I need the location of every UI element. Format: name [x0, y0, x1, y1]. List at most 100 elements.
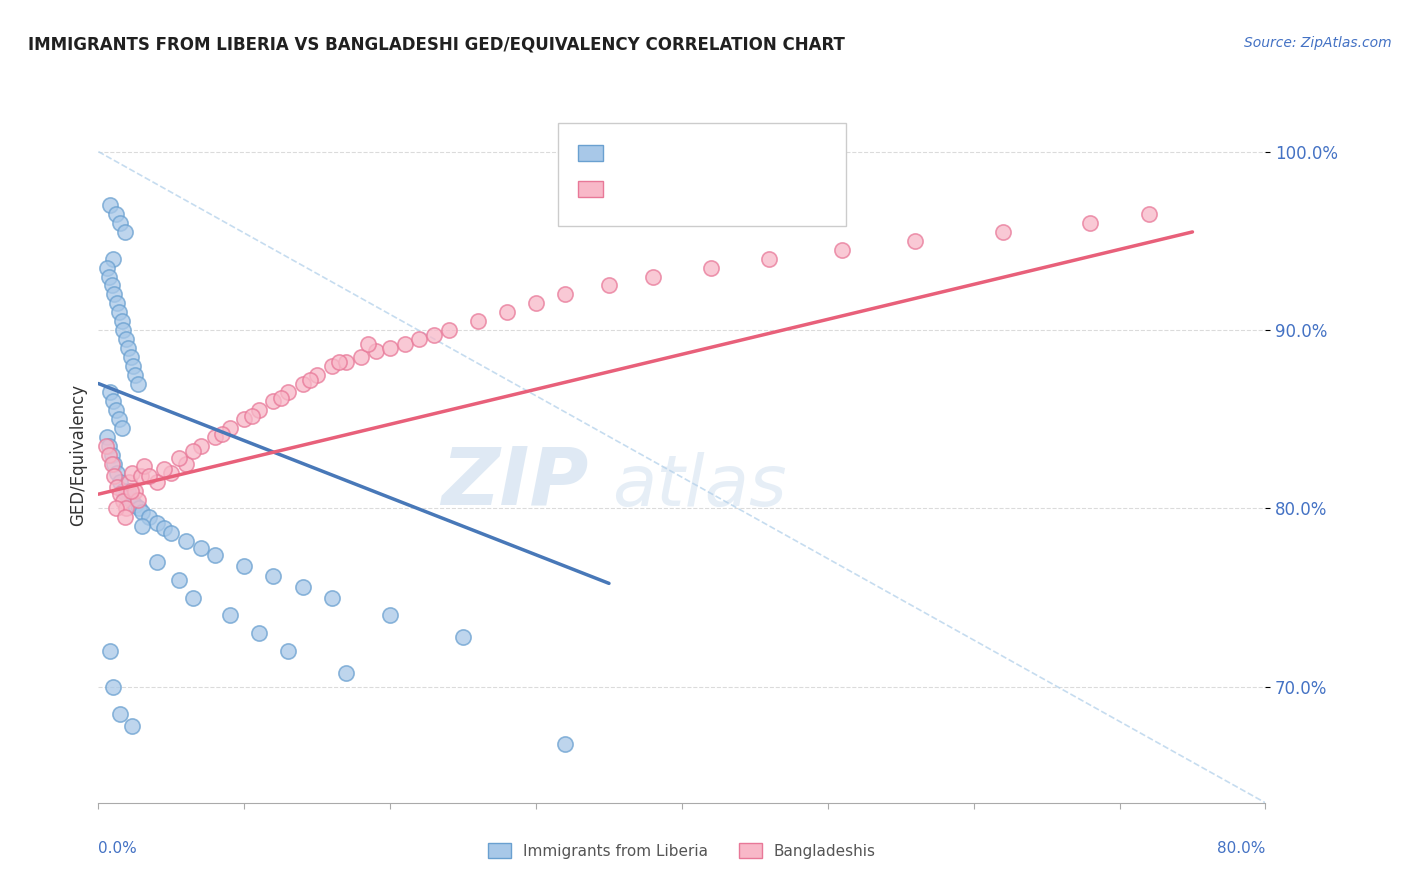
Point	[115, 332, 138, 346]
Point	[408, 332, 430, 346]
Point	[100, 448, 122, 462]
Point	[118, 475, 141, 489]
Point	[124, 368, 146, 382]
Point	[105, 466, 128, 480]
Text: 0.248: 0.248	[647, 179, 706, 197]
Point	[101, 394, 124, 409]
Point	[298, 373, 321, 387]
Text: Source: ZipAtlas.com: Source: ZipAtlas.com	[1244, 36, 1392, 50]
Text: IMMIGRANTS FROM LIBERIA VS BANGLADESHI GED/EQUIVALENCY CORRELATION CHART: IMMIGRANTS FROM LIBERIA VS BANGLADESHI G…	[28, 36, 845, 54]
Point	[103, 457, 125, 471]
Point	[167, 573, 190, 587]
Point	[262, 394, 284, 409]
Point	[112, 323, 135, 337]
Point	[146, 555, 169, 569]
Point	[394, 337, 416, 351]
Point	[700, 260, 723, 275]
Point	[131, 505, 153, 519]
Point	[105, 296, 128, 310]
Point	[204, 548, 226, 562]
Point	[1080, 216, 1102, 230]
Legend: Immigrants from Liberia, Bangladeshis: Immigrants from Liberia, Bangladeshis	[482, 837, 882, 864]
Point	[270, 391, 292, 405]
Point	[211, 426, 233, 441]
Point	[146, 516, 169, 530]
Text: atlas: atlas	[612, 451, 786, 521]
Point	[181, 444, 204, 458]
Point	[128, 501, 150, 516]
Text: 0.0%: 0.0%	[98, 841, 138, 856]
Text: 62: 62	[754, 179, 776, 197]
Point	[247, 626, 270, 640]
Point	[496, 305, 519, 319]
Point	[146, 475, 169, 489]
Point	[554, 287, 576, 301]
Point	[321, 359, 343, 373]
Point	[335, 665, 357, 680]
Point	[115, 487, 138, 501]
Point	[277, 644, 299, 658]
Point	[291, 376, 314, 391]
Point	[423, 328, 446, 343]
Point	[104, 207, 127, 221]
Point	[114, 510, 136, 524]
Point	[98, 198, 121, 212]
Point	[97, 448, 120, 462]
Text: R =: R =	[613, 179, 654, 197]
Point	[117, 483, 139, 498]
Point	[124, 483, 146, 498]
Point	[104, 501, 127, 516]
Point	[108, 305, 131, 319]
Point	[127, 492, 149, 507]
Text: N =: N =	[720, 144, 756, 161]
Point	[110, 475, 132, 489]
Point	[121, 719, 143, 733]
Text: ZIP: ZIP	[441, 443, 589, 522]
Text: R =: R =	[613, 144, 650, 161]
Point	[104, 403, 127, 417]
Point	[233, 412, 256, 426]
Point	[554, 737, 576, 751]
Point	[190, 439, 212, 453]
Point	[240, 409, 263, 423]
Point	[97, 269, 120, 284]
Point	[98, 385, 121, 400]
Point	[160, 526, 183, 541]
Point	[174, 533, 197, 548]
Point	[262, 569, 284, 583]
Point	[437, 323, 460, 337]
Point	[335, 355, 357, 369]
Point	[100, 457, 122, 471]
Point	[97, 439, 120, 453]
Point	[114, 225, 136, 239]
Point	[451, 630, 474, 644]
Point	[120, 483, 142, 498]
Point	[96, 260, 118, 275]
Point	[307, 368, 329, 382]
Point	[103, 469, 125, 483]
Text: -0.254: -0.254	[647, 144, 706, 161]
Point	[218, 608, 240, 623]
Point	[138, 510, 160, 524]
Point	[190, 541, 212, 555]
Point	[991, 225, 1014, 239]
Point	[1137, 207, 1160, 221]
Point	[131, 519, 153, 533]
Point	[101, 680, 124, 694]
Point	[328, 355, 350, 369]
Point	[115, 501, 138, 516]
Point	[121, 494, 143, 508]
Point	[831, 243, 853, 257]
Point	[121, 466, 143, 480]
Point	[153, 521, 176, 535]
Point	[138, 469, 160, 483]
Point	[132, 458, 155, 473]
Point	[117, 341, 139, 355]
Point	[120, 350, 142, 364]
Point	[94, 439, 117, 453]
Point	[641, 269, 664, 284]
Point	[904, 234, 927, 248]
Point	[105, 480, 128, 494]
Text: 64: 64	[754, 144, 776, 161]
Point	[181, 591, 204, 605]
